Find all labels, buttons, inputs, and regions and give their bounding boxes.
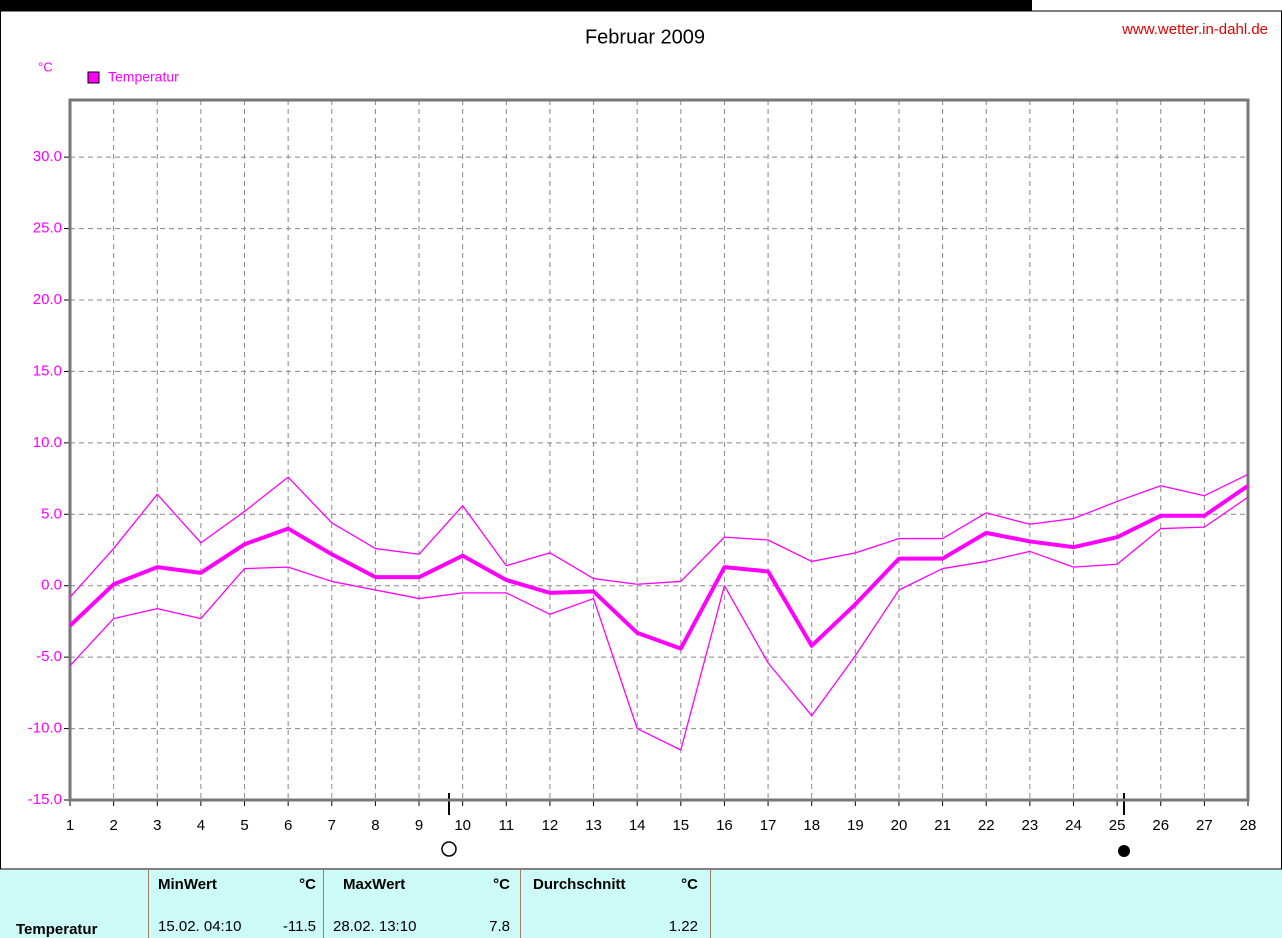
x-tick-label: 11 <box>499 817 515 834</box>
x-tick-label: 14 <box>629 817 646 834</box>
x-tick-label: 17 <box>760 817 777 834</box>
table-cell: 15.02. 04:10 <box>158 918 242 935</box>
full-moon <box>441 841 457 857</box>
x-tick-label: 13 <box>585 817 602 834</box>
y-tick-label: 25.0 <box>33 220 62 237</box>
series-line <box>69 496 1249 751</box>
x-tick-label: 1 <box>66 817 74 834</box>
x-tick-label: 23 <box>1022 817 1039 834</box>
chart-title: Februar 2009 <box>585 26 705 48</box>
table-header: °C <box>299 876 316 893</box>
x-tick-label: 8 <box>371 817 379 834</box>
x-tick-label: 12 <box>542 817 559 834</box>
x-tick-label: 7 <box>328 817 336 834</box>
y-tick-label: -10.0 <box>28 720 62 737</box>
y-tick-label: 0.0 <box>41 577 62 594</box>
table-divider <box>710 870 711 938</box>
chart: Februar 2009 www.wetter.in-dahl.de °C Te… <box>0 0 1282 870</box>
y-tick-label: 20.0 <box>33 291 62 308</box>
frame <box>0 10 1282 870</box>
table-cell: 1.22 <box>668 918 698 935</box>
x-tick-label: 6 <box>284 817 292 834</box>
new-moon <box>1118 845 1130 857</box>
x-tick-label: 10 <box>454 817 471 834</box>
table-cell: 28.02. 13:10 <box>333 918 417 935</box>
table-divider <box>520 870 521 938</box>
series-line <box>69 473 1249 598</box>
table-header: Durchschnitt <box>533 876 626 893</box>
stats-table: MinWert °C MaxWert °C Durchschnitt °C Temperat… <box>0 870 1282 938</box>
table-cell: -11.5 <box>282 918 316 935</box>
plot-frame <box>68 98 1250 802</box>
legend-label: Temperatur <box>108 69 179 85</box>
x-tick-label: 2 <box>109 817 117 834</box>
table-header: °C <box>681 876 698 893</box>
source: www.wetter.in-dahl.de <box>1121 21 1268 38</box>
y-unit: °C <box>38 59 53 74</box>
x-tick-label: 3 <box>153 817 161 834</box>
x-tick-label: 22 <box>978 817 995 834</box>
x-tick-label: 15 <box>672 817 689 834</box>
x-tick-label: 27 <box>1196 817 1213 834</box>
y-tick-label: -5.0 <box>36 648 62 665</box>
x-tick-label: 4 <box>197 817 205 834</box>
y-tick-label: 15.0 <box>33 362 62 379</box>
table-divider <box>148 870 149 938</box>
table-cell: Temperatur <box>16 921 98 938</box>
table-header: MaxWert <box>343 876 406 893</box>
x-tick-label: 24 <box>1065 817 1082 834</box>
table-divider <box>323 870 324 938</box>
x-tick-label: 25 <box>1109 817 1126 834</box>
series-line <box>68 484 1250 651</box>
y-tick-label: 10.0 <box>33 434 62 451</box>
x-tick-label: 9 <box>415 817 423 834</box>
x-tick-label: 20 <box>891 817 908 834</box>
x-tick-label: 26 <box>1152 817 1169 834</box>
x-tick-label: 21 <box>934 817 951 834</box>
top-bar <box>0 0 1032 11</box>
table-header: °C <box>493 876 510 893</box>
y-tick-label: 5.0 <box>41 505 62 522</box>
legend-swatch <box>87 71 100 84</box>
x-tick-label: 19 <box>847 817 864 834</box>
x-tick-label: 16 <box>716 817 733 834</box>
y-tick-label: 30.0 <box>33 148 62 165</box>
y-tick-label: -15.0 <box>28 791 62 808</box>
table-header: MinWert <box>158 876 217 893</box>
x-tick-label: 18 <box>803 817 820 834</box>
table-cell: 7.8 <box>489 918 510 935</box>
x-tick-label: 28 <box>1240 817 1257 834</box>
x-tick-label: 5 <box>240 817 248 834</box>
